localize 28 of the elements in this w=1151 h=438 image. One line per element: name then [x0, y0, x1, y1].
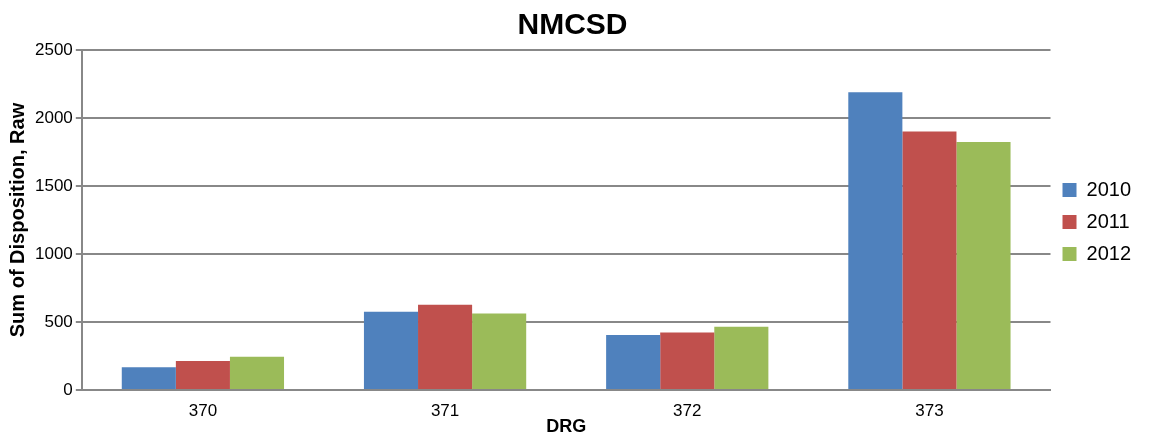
x-tick-label: 373 [915, 400, 944, 420]
bar [229, 356, 285, 389]
bar [175, 360, 230, 389]
y-tick-label: 0 [63, 379, 73, 399]
legend-label: 2010 [1086, 177, 1132, 200]
bar [418, 304, 473, 389]
bar [956, 141, 1011, 389]
bar [848, 92, 903, 389]
y-tick-label: 500 [44, 311, 73, 331]
x-tick-label: 370 [188, 400, 218, 420]
y-tick-label: 2000 [34, 107, 73, 127]
x-tick-label: 372 [673, 400, 702, 420]
bar [660, 332, 715, 389]
bar [121, 367, 176, 389]
bar [902, 131, 957, 389]
bar [606, 334, 661, 389]
y-tick-label: 1500 [34, 175, 73, 195]
bar [472, 313, 527, 389]
legend-label: 2011 [1086, 209, 1130, 232]
y-axis-title: Sum of Disposition, Raw [5, 102, 28, 338]
x-axis-title: DRG [546, 416, 587, 437]
legend-label: 2012 [1086, 241, 1132, 264]
x-tick-label: 371 [430, 400, 460, 420]
bar [714, 326, 769, 389]
bar [363, 311, 419, 389]
chart-title: NMCSD [517, 7, 628, 41]
y-tick-label: 2500 [34, 39, 73, 59]
y-tick-label: 1000 [34, 243, 73, 263]
